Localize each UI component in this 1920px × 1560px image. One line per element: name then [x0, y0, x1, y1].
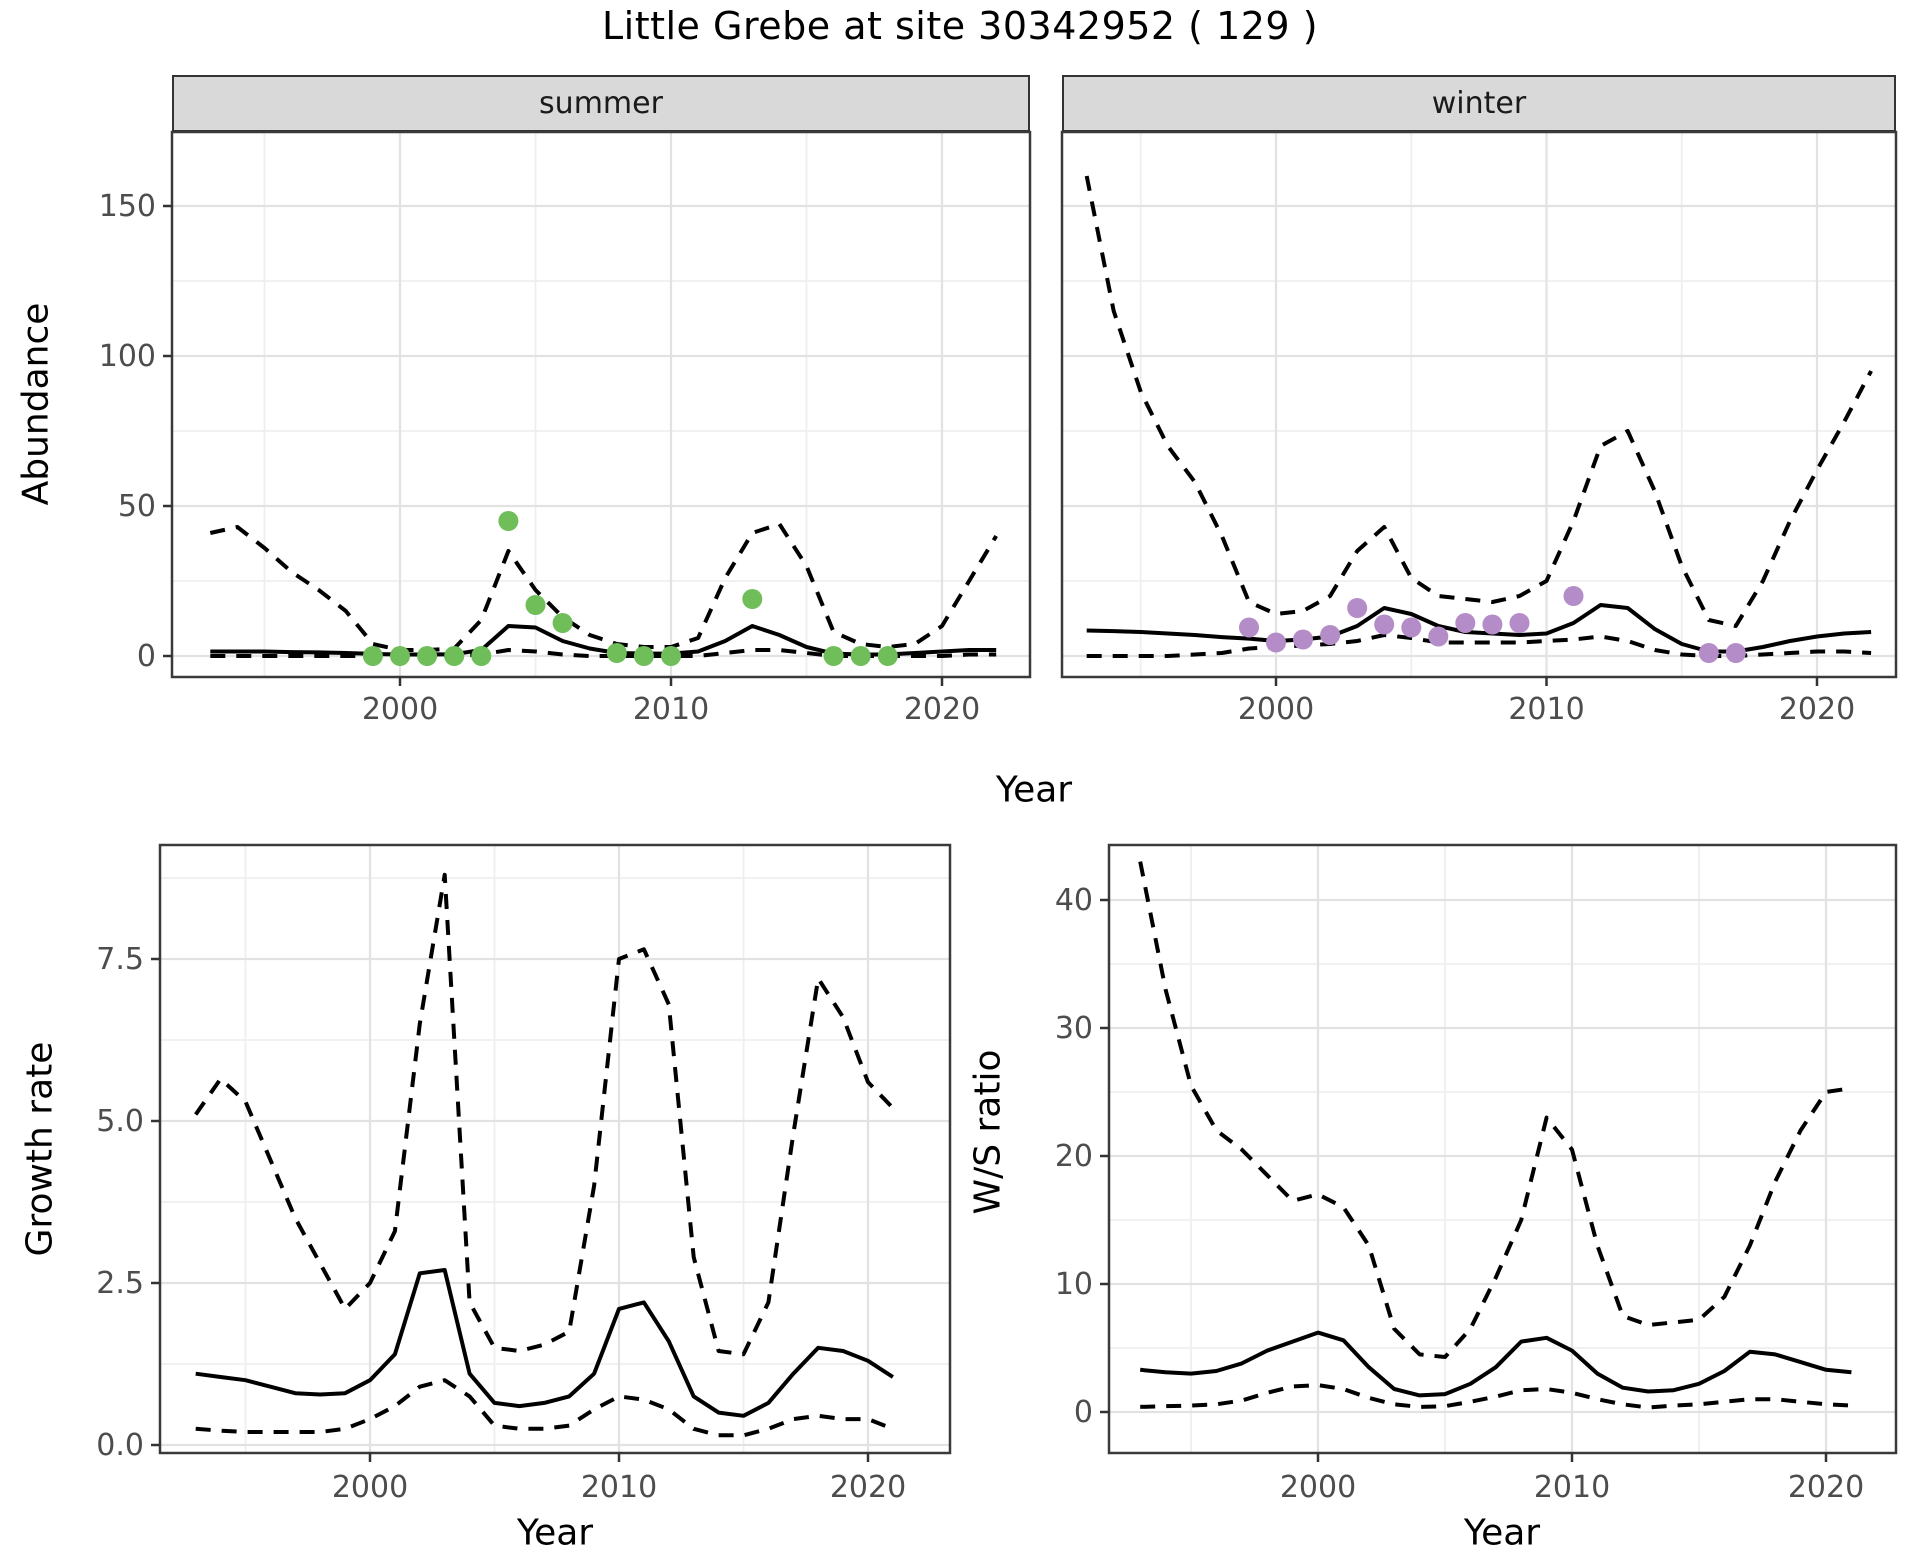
winter-observation-point	[1482, 614, 1503, 635]
winter-observation-point	[1698, 643, 1719, 663]
panel-border	[1107, 843, 1898, 1455]
summer-observation-point	[525, 595, 546, 615]
winter-observation-point	[1320, 625, 1341, 645]
winter-observation-point	[1374, 614, 1395, 635]
summer-observation-point	[362, 646, 383, 666]
ws-upper_ci-line	[1138, 861, 1852, 1359]
panel-border	[170, 130, 1032, 679]
y-tick-label: 7.5	[96, 942, 144, 977]
winter-observation-point	[1347, 598, 1368, 618]
panel-winter: 2000 2010 2020	[1060, 130, 1898, 727]
facet-strip-summer: summer	[172, 75, 1030, 132]
winter-observation-point	[1239, 617, 1259, 638]
growth-mean-line	[195, 1268, 894, 1418]
y-tick-label: 20	[1055, 1139, 1093, 1174]
x-tick-label: 2000	[1238, 692, 1314, 727]
y-tick-label: 10	[1055, 1267, 1093, 1302]
x-tick-label: 2000	[332, 1470, 408, 1505]
y-tick-label: 2.5	[96, 1266, 144, 1301]
summer-observation-point	[417, 646, 438, 666]
panel-border	[1060, 130, 1898, 679]
y-tick-label: 100	[99, 339, 156, 374]
ws-lower_ci-line	[1140, 1383, 1852, 1410]
figure-title: Little Grebe at site 30342952 ( 129 )	[601, 4, 1319, 48]
x-tick-label: 2000	[1280, 1470, 1356, 1505]
x-tick-label: 2020	[1779, 692, 1855, 727]
summer-observation-point	[552, 613, 573, 633]
x-tick-label: 2020	[904, 692, 980, 727]
panel-series-ws	[1138, 861, 1852, 1410]
y-tick-label: 0.0	[96, 1428, 144, 1463]
summer-observation-point	[823, 646, 844, 666]
summer-observation-point	[498, 511, 519, 531]
x-tick-label: 2000	[362, 692, 438, 727]
summer-observation-point	[633, 646, 654, 666]
panel-series-growth	[194, 872, 895, 1438]
x-tick-label: 2010	[581, 1470, 657, 1505]
summer-observation-point	[606, 643, 627, 663]
y-tick-label: 5.0	[96, 1104, 144, 1139]
y-tick-label: 150	[99, 189, 156, 224]
facet-strip-summer-label: summer	[539, 86, 663, 121]
winter-observation-point	[1266, 632, 1286, 653]
winter-upper_ci-line	[1084, 175, 1873, 628]
winter-observation-point	[1293, 629, 1313, 650]
y-tick-label: 50	[118, 489, 156, 524]
summer-upper_ci-line	[209, 522, 998, 652]
panel-ws: 2000 2010 2020 0 10 20 30 40	[1055, 843, 1898, 1505]
growth-lower_ci-line	[195, 1378, 894, 1438]
x-tick-label: 2010	[633, 692, 709, 727]
winter-observation-point	[1509, 613, 1530, 633]
y-tick-label: 30	[1055, 1011, 1093, 1046]
x-tick-label: 2020	[830, 1470, 906, 1505]
facet-strip-winter: winter	[1062, 75, 1896, 132]
y-tick-label: 40	[1055, 883, 1093, 918]
winter-observation-point	[1401, 617, 1422, 638]
x-tick-label: 2020	[1788, 1470, 1864, 1505]
summer-mean-line	[210, 624, 997, 657]
summer-observation-point	[877, 646, 898, 666]
ws-mean-line	[1140, 1330, 1852, 1398]
summer-observation-point	[742, 589, 763, 609]
summer-observation-point	[444, 646, 465, 666]
winter-observation-point	[1455, 613, 1476, 633]
winter-mean-line	[1086, 603, 1872, 654]
summer-observation-point	[661, 646, 681, 666]
winter-observation-point	[1428, 626, 1449, 647]
summer-observation-point	[390, 646, 410, 666]
panel-summer: 2000 2010 2020 0 50 100 150	[99, 130, 1032, 727]
y-tick-label: 0	[137, 639, 156, 674]
x-tick-label: 2010	[1508, 692, 1584, 727]
winter-observation-point	[1563, 586, 1584, 606]
y-tick-label: 0	[1074, 1395, 1093, 1430]
panel-series-winter	[1084, 175, 1873, 663]
growth-upper_ci-line	[194, 872, 895, 1357]
winter-lower_ci-line	[1086, 633, 1872, 658]
winter-observation-point	[1725, 643, 1746, 663]
x-tick-label: 2010	[1534, 1470, 1610, 1505]
facet-strip-winter-label: winter	[1431, 86, 1527, 121]
panel-growth: 2000 2010 2020 0.0 2.5 5.0 7.5	[96, 843, 952, 1505]
summer-observation-point	[850, 646, 871, 666]
panel-series-summer	[209, 511, 998, 666]
panel-border	[158, 843, 952, 1455]
summer-observation-point	[471, 646, 492, 666]
